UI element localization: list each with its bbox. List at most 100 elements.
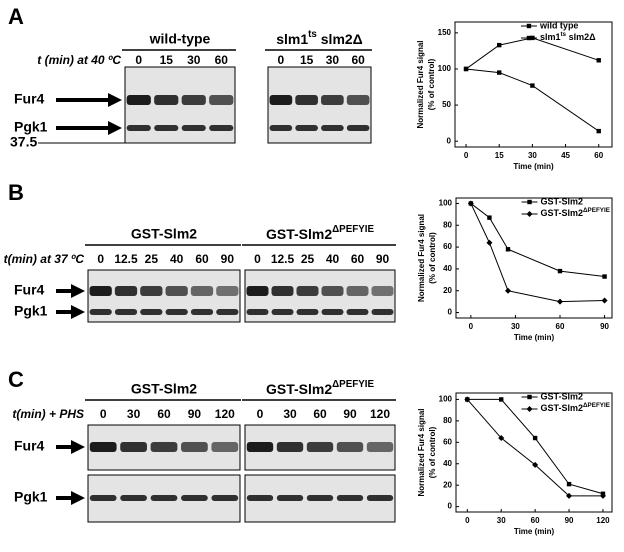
row-label: Fur4 (14, 91, 45, 107)
data-point (566, 492, 573, 499)
lane-label: 40 (326, 252, 340, 266)
lane-label: 90 (188, 407, 202, 421)
band (190, 309, 214, 315)
band (246, 442, 274, 452)
data-point (487, 215, 492, 220)
row-label: Pgk1 (14, 489, 48, 505)
y-tick-label: 100 (439, 199, 453, 208)
y-tick-label: 60 (443, 437, 452, 446)
data-point (530, 83, 535, 88)
superscript: ΔPEFYIE (583, 402, 610, 409)
y-tick-label: 100 (438, 64, 452, 73)
y-axis-label: (% of control) (427, 58, 436, 110)
text-part: GST-Slm2 (541, 403, 584, 413)
band (181, 442, 208, 452)
superscript: ΔPEFYIE (332, 224, 374, 235)
band (346, 309, 369, 315)
series-line (465, 37, 599, 70)
lane-label: 0 (254, 252, 261, 266)
group-title: slm1ts slm2Δ (276, 29, 363, 47)
x-tick-label: 0 (465, 516, 470, 525)
band (211, 442, 239, 452)
band (336, 442, 364, 452)
band (346, 95, 370, 105)
band (296, 309, 319, 315)
legend-label: GST-Slm2ΔPEFYIE (541, 402, 610, 413)
band (126, 95, 151, 105)
band (271, 309, 294, 315)
x-tick-label: 120 (596, 516, 610, 525)
x-tick-label: 60 (556, 322, 565, 331)
group-title: GST-Slm2ΔPEFYIE (266, 379, 374, 397)
x-axis-label: Time (min) (513, 162, 554, 171)
band (89, 309, 112, 315)
x-tick-label: 30 (497, 516, 506, 525)
data-point (499, 397, 504, 402)
band (321, 95, 344, 105)
y-tick-label: 20 (443, 480, 452, 489)
panel-label: A (8, 4, 24, 29)
y-tick-label: 0 (448, 308, 453, 317)
text-part: slm1 (540, 32, 561, 42)
lane-label: 0 (97, 252, 104, 266)
x-tick-label: 90 (565, 516, 574, 525)
arrow-head (71, 284, 85, 298)
lane-label: 12.5 (271, 252, 295, 266)
y-tick-label: 50 (442, 100, 451, 109)
band (216, 309, 239, 315)
band (276, 495, 304, 501)
data-point (497, 42, 502, 48)
size-marker: 37.5 (10, 134, 37, 150)
band (181, 95, 206, 105)
band (190, 286, 214, 296)
superscript: ΔPEFYIE (583, 207, 610, 214)
lane-label: 30 (326, 53, 340, 67)
legend-marker (526, 211, 533, 217)
lane-label: 0 (100, 407, 107, 421)
blot (244, 269, 396, 323)
x-tick-label: 0 (469, 322, 474, 331)
data-point (557, 268, 563, 274)
superscript: ts (308, 29, 317, 40)
band (150, 495, 178, 501)
band (181, 125, 206, 131)
band (269, 95, 293, 105)
lane-label: 30 (187, 53, 201, 67)
band (246, 309, 269, 315)
band (154, 95, 179, 105)
superscript: ts (560, 31, 566, 38)
band (321, 125, 344, 131)
band (269, 125, 293, 131)
y-tick-label: 150 (438, 28, 452, 37)
row-label: Pgk1 (14, 303, 48, 319)
lane-label: 90 (221, 252, 235, 266)
time-label: t(min) + PHS (12, 407, 84, 421)
band (120, 495, 147, 501)
band (140, 309, 163, 315)
y-axis-label: (% of control) (428, 232, 437, 284)
legend-marker (526, 35, 532, 41)
lane-label: 90 (343, 407, 357, 421)
band (246, 495, 274, 501)
band (246, 286, 269, 296)
y-tick-label: 60 (443, 242, 452, 251)
lane-label: 15 (160, 53, 174, 67)
y-tick-label: 80 (443, 220, 452, 229)
panel-label: B (8, 180, 24, 205)
x-tick-label: 30 (511, 322, 520, 331)
legend-marker (527, 394, 532, 400)
time-label: t(min) at 37 ºC (4, 252, 85, 266)
legend-marker (526, 23, 532, 29)
band (296, 286, 319, 296)
x-tick-label: 0 (464, 151, 469, 160)
lane-label: 60 (157, 407, 171, 421)
data-point (566, 481, 572, 487)
band (346, 125, 370, 131)
x-tick-label: 90 (600, 322, 609, 331)
arrow-head (71, 305, 85, 319)
data-point (596, 58, 601, 63)
band (336, 495, 364, 501)
band (209, 125, 234, 131)
text-part: GST-Slm2 (266, 226, 332, 242)
band (306, 495, 334, 501)
